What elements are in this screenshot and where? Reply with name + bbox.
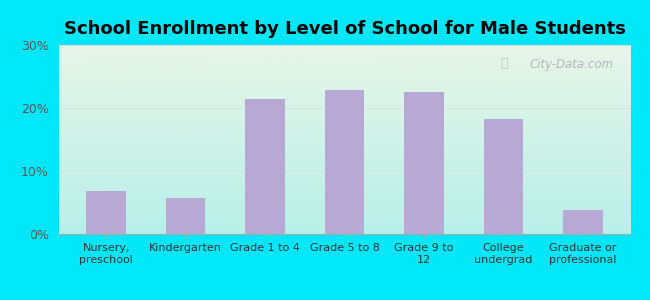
- Bar: [166, 198, 205, 234]
- Bar: [245, 98, 285, 234]
- Text: ⧗: ⧗: [500, 57, 508, 70]
- Bar: [86, 191, 126, 234]
- Bar: [484, 119, 523, 234]
- Bar: [563, 210, 603, 234]
- Bar: [404, 92, 444, 234]
- Title: School Enrollment by Level of School for Male Students: School Enrollment by Level of School for…: [64, 20, 625, 38]
- Text: City-Data.com: City-Data.com: [529, 58, 614, 71]
- Bar: [324, 90, 365, 234]
